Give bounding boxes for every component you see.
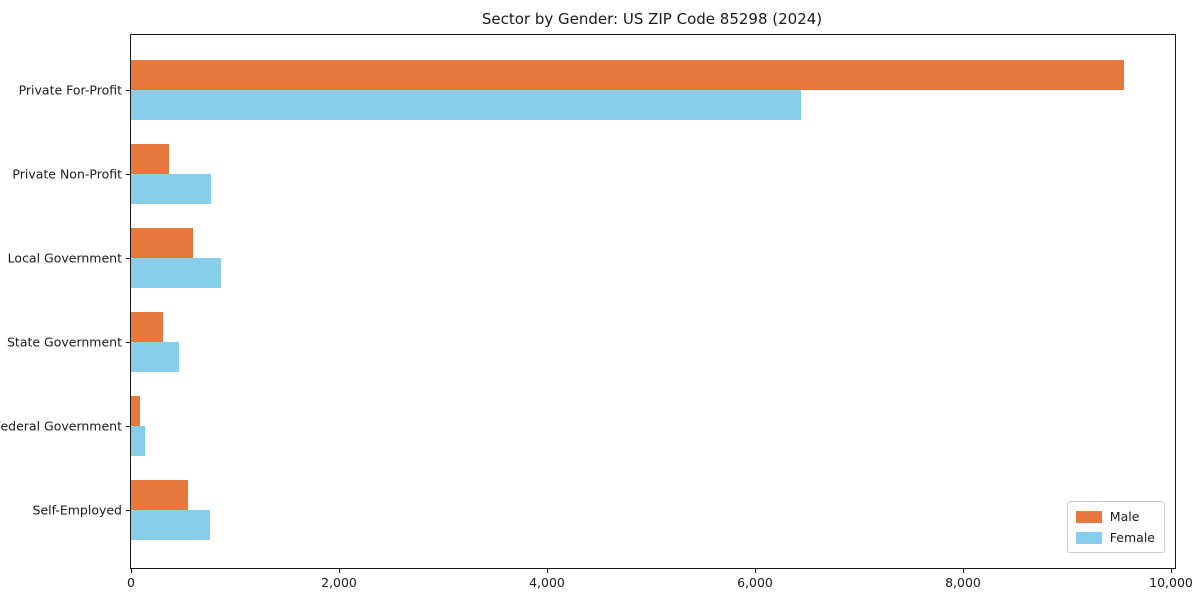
legend-item-male: Male	[1075, 509, 1155, 524]
y-tick-label: Private For-Profit	[18, 82, 122, 98]
y-tick-label: Local Government	[7, 250, 122, 266]
legend-swatch-male	[1075, 510, 1102, 523]
y-tick-mark	[126, 90, 130, 91]
y-tick-label: Federal Government	[0, 418, 122, 434]
bar-male-5	[131, 480, 189, 510]
x-tick-mark	[755, 569, 756, 573]
bar-male-3	[131, 312, 164, 342]
y-tick-mark	[126, 342, 130, 343]
plot-area: Male Female Private For-Profit Private Non…	[0, 34, 1193, 590]
x-tick-label: 10,000	[1149, 575, 1193, 590]
y-tick-mark	[126, 258, 130, 259]
chart-title: Sector by Gender: US ZIP Code 85298 (202…	[481, 10, 823, 28]
bar-female-4	[131, 426, 145, 456]
x-tick-mark	[547, 569, 548, 573]
x-tick-label: 6,000	[737, 575, 773, 590]
legend-swatch-female	[1075, 531, 1102, 544]
legend-label-male: Male	[1109, 509, 1140, 524]
bar-male-1	[131, 144, 170, 174]
y-tick-label: Self-Employed	[32, 502, 122, 518]
bar-male-2	[131, 228, 194, 258]
x-tick-mark	[339, 569, 340, 573]
x-tick-mark	[1171, 569, 1172, 573]
legend: Male Female	[1066, 501, 1165, 553]
y-tick-label: State Government	[6, 334, 122, 350]
x-tick-label: 2,000	[321, 575, 357, 590]
y-tick-mark	[126, 174, 130, 175]
x-tick-label: 0	[127, 575, 135, 590]
y-tick-mark	[126, 426, 130, 427]
bar-female-1	[131, 174, 211, 204]
bar-male-0	[131, 60, 1125, 90]
bar-female-3	[131, 342, 179, 372]
legend-item-female: Female	[1075, 530, 1155, 545]
y-tick-mark	[126, 510, 130, 511]
bar-female-0	[131, 90, 801, 120]
bar-male-4	[131, 396, 141, 426]
legend-label-female: Female	[1109, 530, 1155, 545]
bar-female-5	[131, 510, 210, 540]
bar-female-2	[131, 258, 222, 288]
x-tick-mark	[963, 569, 964, 573]
x-tick-mark	[131, 569, 132, 573]
y-tick-label: Private Non-Profit	[12, 166, 122, 182]
x-tick-label: 8,000	[945, 575, 981, 590]
x-tick-label: 4,000	[529, 575, 565, 590]
